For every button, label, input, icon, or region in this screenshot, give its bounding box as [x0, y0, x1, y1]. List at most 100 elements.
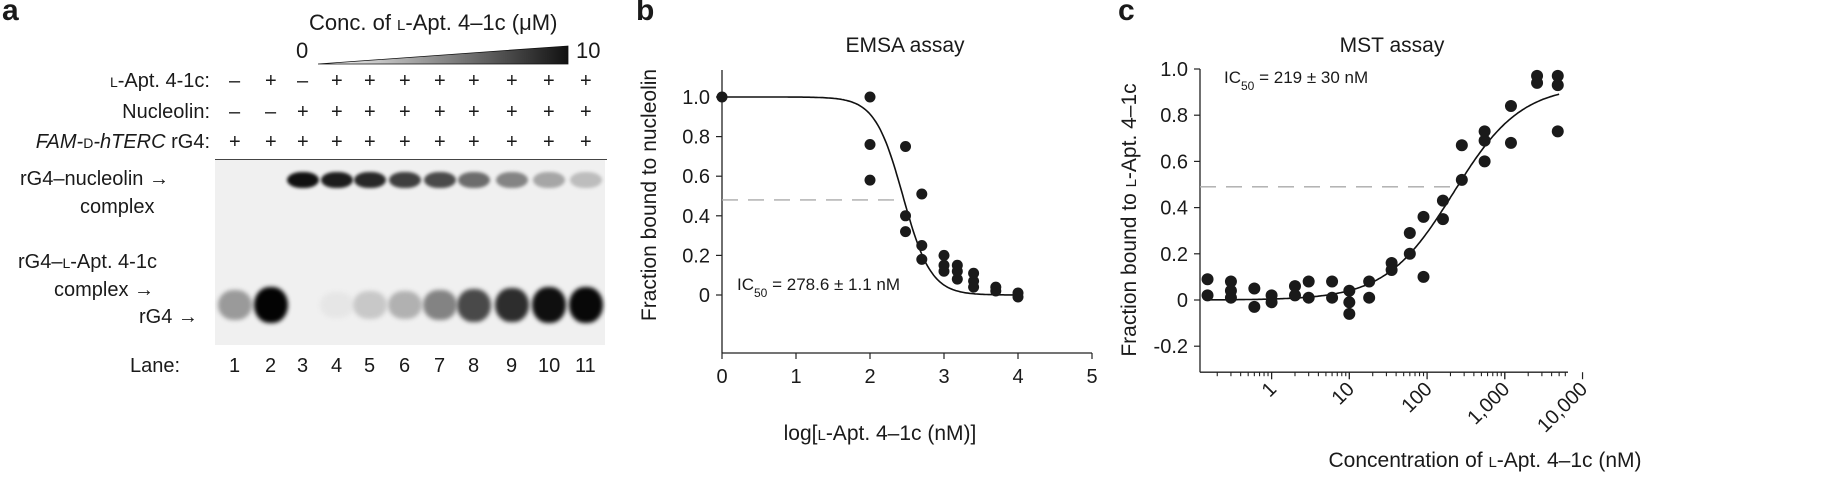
- row-label-nucleolin: Nucleolin:: [122, 101, 210, 123]
- rg4-band: [353, 291, 387, 319]
- condition-mark: +: [434, 131, 446, 153]
- data-point: [1403, 227, 1416, 240]
- ic50-annotation: IC50 = 278.6 ± 1.1 nM: [737, 275, 900, 300]
- condition-mark: –: [265, 101, 277, 123]
- data-point: [1343, 307, 1356, 320]
- data-point: [1363, 275, 1376, 288]
- lane-number: 5: [364, 355, 376, 377]
- complex-band: [458, 172, 490, 188]
- lane-number: 11: [575, 355, 596, 377]
- data-point: [1265, 296, 1278, 309]
- concentration-min-label: 0: [296, 38, 309, 63]
- aptamer-complex-label-line2: complex →: [54, 279, 155, 301]
- y-tick-label: 0.8: [682, 127, 710, 149]
- y-tick-label: 0: [699, 285, 710, 307]
- condition-mark: +: [399, 70, 411, 92]
- lane-number: 10: [538, 355, 561, 377]
- data-point: [864, 174, 876, 186]
- data-point: [1504, 99, 1517, 112]
- condition-mark: +: [468, 131, 480, 153]
- data-point: [938, 249, 950, 261]
- gel-image: [215, 160, 605, 345]
- data-point: [864, 139, 876, 151]
- condition-mark: +: [297, 101, 309, 123]
- y-tick-label: 0.4: [682, 206, 710, 228]
- data-point: [1326, 275, 1339, 288]
- x-tick-label: 1: [1258, 378, 1281, 401]
- data-point: [900, 210, 912, 222]
- complex-band: [570, 172, 602, 188]
- data-point: [1403, 247, 1416, 260]
- lane-number: 2: [265, 355, 277, 377]
- data-point: [1531, 76, 1544, 89]
- y-tick-label: 0.8: [1160, 105, 1188, 127]
- condition-mark: +: [580, 101, 592, 123]
- data-point: [968, 267, 980, 279]
- rg4-band: [218, 290, 252, 320]
- rg4-band: [320, 291, 354, 319]
- lane-number: 3: [297, 355, 309, 377]
- rg4-band: [423, 289, 457, 321]
- data-point: [1504, 136, 1517, 149]
- data-point: [900, 141, 912, 152]
- lane-number: 8: [468, 355, 480, 377]
- condition-mark: +: [468, 70, 480, 92]
- emsa-chart-title: EMSA assay: [845, 34, 965, 57]
- row-label-rg4: FAM-d-hTERC rG4:: [35, 131, 210, 153]
- condition-mark: +: [543, 101, 555, 123]
- mst-chart-title: MST assay: [1340, 34, 1445, 57]
- condition-mark: +: [364, 101, 376, 123]
- lane-number: 9: [506, 355, 518, 377]
- data-point: [1436, 213, 1449, 226]
- data-point: [968, 281, 980, 293]
- emsa-chart: EMSA assay 0 0.2 0.4 0.6 0.8 1.0 0 1 2 3 4 5 IC50 = 2…: [638, 34, 1098, 445]
- x-tick-label: 10,000: [1533, 378, 1592, 437]
- data-point: [900, 226, 912, 238]
- concentration-label: Conc. of l-Apt. 4–1c (μM): [309, 10, 558, 35]
- condition-mark: –: [297, 70, 309, 92]
- y-tick-label: 0.4: [1160, 198, 1188, 220]
- aptamer-complex-label-line1: rG4–l-Apt. 4-1c: [18, 251, 157, 273]
- y-tick-label: 0.6: [1160, 151, 1188, 173]
- x-axis-label: log[l-Apt. 4–1c (nM)]: [784, 422, 977, 445]
- data-point: [951, 265, 963, 277]
- x-tick-label: 10: [1328, 378, 1359, 409]
- condition-mark: +: [331, 131, 343, 153]
- data-point: [916, 188, 928, 200]
- data-point: [916, 240, 928, 251]
- condition-mark: +: [543, 70, 555, 92]
- condition-mark: +: [265, 70, 277, 92]
- condition-mark: +: [506, 131, 518, 153]
- x-tick-label: 4: [1012, 366, 1023, 388]
- data-point: [938, 265, 950, 277]
- x-axis-label: Concentration of l-Apt. 4–1c (nM): [1329, 449, 1642, 472]
- rg4-band: [388, 290, 422, 320]
- complex-band: [389, 172, 421, 188]
- x-tick-label: 100: [1397, 378, 1436, 417]
- ic50-annotation: IC50 = 219 ± 30 nM: [1224, 68, 1368, 93]
- condition-mark: +: [364, 131, 376, 153]
- x-tick-label: 2: [864, 366, 875, 388]
- gel-separator-line: [215, 159, 607, 160]
- data-point: [1551, 125, 1564, 138]
- rg4-band: [569, 287, 603, 323]
- data-point: [1288, 280, 1301, 293]
- data-point: [1201, 289, 1214, 302]
- complex-band-label-line2: complex: [80, 196, 155, 218]
- condition-mark: +: [229, 131, 241, 153]
- rg4-band: [495, 287, 529, 323]
- condition-mark: +: [434, 101, 446, 123]
- data-point: [716, 91, 728, 103]
- data-point: [1302, 275, 1315, 288]
- data-point: [1478, 155, 1491, 168]
- lane-number: 6: [399, 355, 411, 377]
- lane-label: Lane:: [130, 355, 181, 377]
- condition-mark: +: [364, 70, 376, 92]
- y-axis-label: Fraction bound to nucleolin: [638, 69, 661, 321]
- panel-a-letter: a: [2, 0, 19, 27]
- data-point: [1201, 273, 1214, 286]
- data-point: [1551, 79, 1564, 92]
- complex-band: [354, 172, 386, 188]
- lane-number: 1: [229, 355, 241, 377]
- data-point: [1385, 263, 1398, 276]
